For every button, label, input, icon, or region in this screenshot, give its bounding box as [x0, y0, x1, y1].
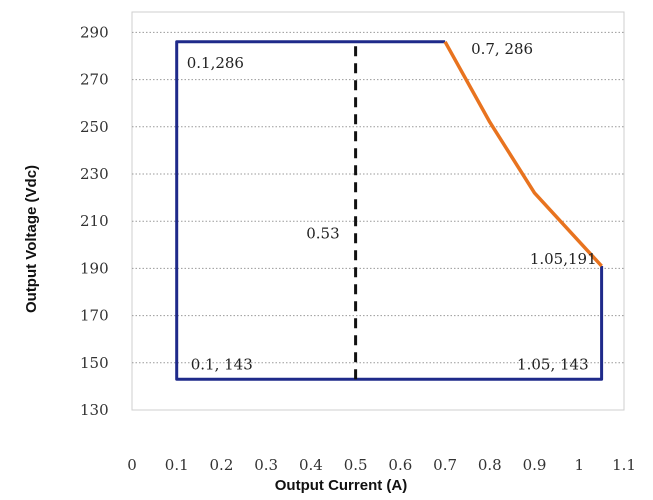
annotations: 0.1,286 0.7, 286 0.53 1.05,191 0.1, 143 1.05,… — [187, 40, 597, 373]
y-tick-label: 130 — [80, 401, 109, 419]
y-tick-label: 170 — [80, 307, 109, 325]
y-tick-label: 210 — [80, 212, 109, 230]
x-axis-title: Output Current (A) — [275, 477, 407, 494]
x-tick-label: 0.4 — [299, 456, 323, 474]
x-tick-label: 0 — [127, 456, 137, 474]
y-tick-label: 150 — [80, 354, 109, 372]
y-tick-label: 190 — [80, 259, 109, 277]
data-label: 0.7, 286 — [471, 40, 533, 58]
x-tick-label: 0.8 — [478, 456, 502, 474]
data-label: 1.05, 143 — [517, 355, 589, 373]
data-label: 0.1, 143 — [191, 355, 253, 373]
x-tick-label: 1 — [574, 456, 584, 474]
y-axis-ticks: 130 150 170 190 210 230 250 270 290 — [80, 23, 109, 419]
envelope-line — [175, 40, 604, 381]
data-label: 1.05,191 — [530, 250, 597, 268]
grid — [132, 31, 624, 364]
y-tick-label: 270 — [80, 71, 109, 89]
x-tick-label: 0.7 — [433, 456, 457, 474]
y-tick-label: 290 — [80, 23, 109, 41]
x-tick-label: 0.9 — [523, 456, 547, 474]
data-label: 0.53 — [306, 225, 339, 243]
x-tick-label: 0.6 — [388, 456, 412, 474]
y-axis-title: Output Voltage (Vdc) — [23, 165, 40, 313]
derating-curve — [443, 40, 603, 268]
x-tick-label: 0.1 — [165, 456, 189, 474]
y-tick-label: 250 — [80, 118, 109, 136]
data-label: 0.1,286 — [187, 54, 244, 72]
x-tick-label: 0.5 — [344, 456, 368, 474]
x-axis-ticks: 0 0.1 0.2 0.3 0.4 0.5 0.6 0.7 0.8 0.9 1 1.1 — [127, 456, 636, 474]
series-group — [175, 40, 604, 381]
x-tick-label: 0.3 — [254, 456, 278, 474]
plot-area — [131, 11, 625, 411]
y-tick-label: 230 — [80, 165, 109, 183]
x-tick-label: 1.1 — [612, 456, 636, 474]
x-tick-label: 0.2 — [210, 456, 234, 474]
